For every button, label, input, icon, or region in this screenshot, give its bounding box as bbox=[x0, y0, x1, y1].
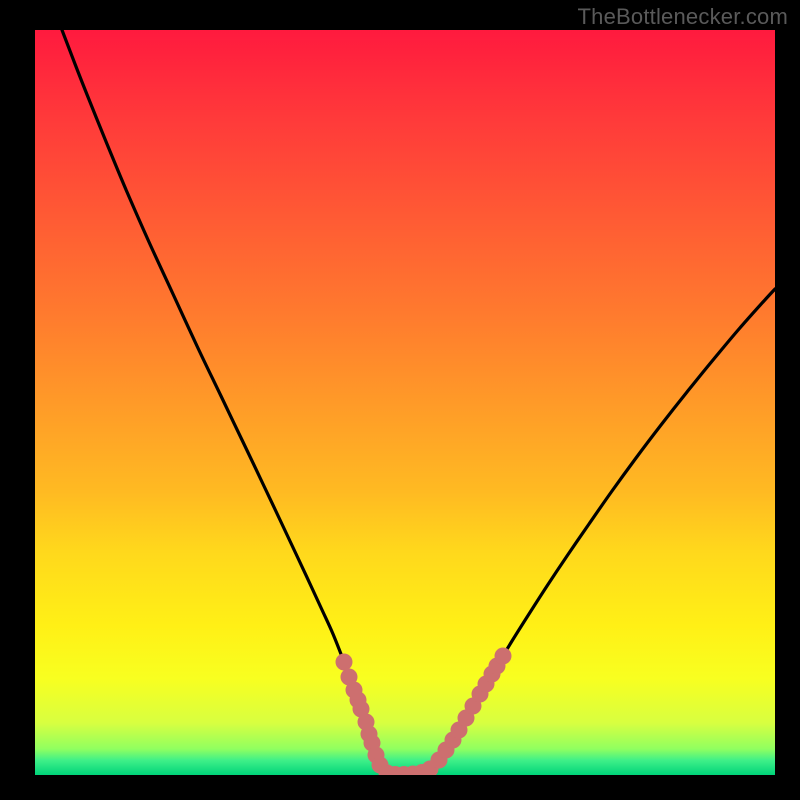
curve-left bbox=[62, 30, 401, 775]
curve-right bbox=[401, 289, 775, 775]
marker-bottom bbox=[379, 765, 396, 776]
watermark-text: TheBottlenecker.com bbox=[578, 4, 788, 30]
marker-left bbox=[368, 747, 385, 764]
marker-right bbox=[451, 722, 468, 739]
gradient-plot-area bbox=[35, 30, 775, 775]
marker-left bbox=[350, 692, 367, 709]
marker-bottom bbox=[405, 766, 422, 776]
curve-overlay bbox=[35, 30, 775, 775]
marker-left bbox=[353, 701, 370, 718]
marker-right bbox=[465, 698, 482, 715]
marker-left bbox=[361, 726, 378, 743]
marker-left bbox=[341, 669, 358, 686]
marker-left bbox=[336, 654, 353, 671]
marker-right bbox=[438, 742, 455, 759]
marker-right bbox=[472, 686, 489, 703]
marker-bottom bbox=[414, 764, 431, 775]
marker-right bbox=[431, 752, 448, 769]
marker-right bbox=[484, 666, 501, 683]
marker-bottom bbox=[422, 761, 439, 776]
marker-right bbox=[495, 648, 512, 665]
marker-right bbox=[458, 710, 475, 727]
marker-left bbox=[364, 735, 381, 752]
marker-right bbox=[445, 732, 462, 749]
marker-right bbox=[478, 676, 495, 693]
marker-left bbox=[372, 757, 389, 774]
marker-bottom bbox=[396, 766, 413, 775]
marker-left bbox=[358, 714, 375, 731]
marker-right bbox=[489, 658, 506, 675]
marker-bottom bbox=[387, 766, 404, 775]
marker-left bbox=[346, 682, 363, 699]
